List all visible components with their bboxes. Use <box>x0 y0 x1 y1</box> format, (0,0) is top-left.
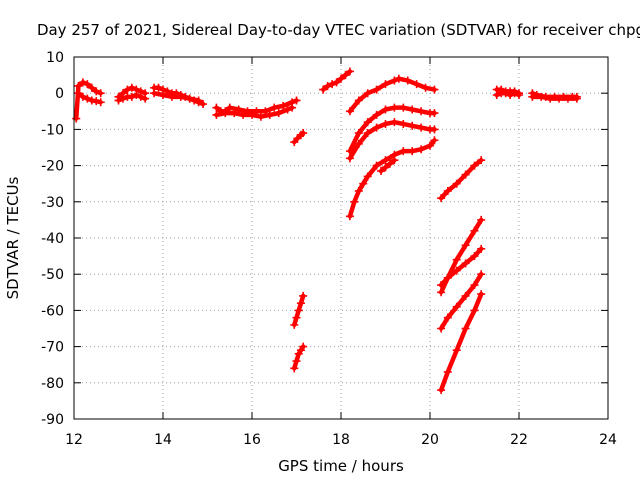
x-tick-label: 18 <box>332 432 350 448</box>
data-trace <box>463 282 477 299</box>
data-point <box>96 98 105 107</box>
y-tick-label: -40 <box>41 231 64 247</box>
y-tick-label: 10 <box>46 50 64 66</box>
x-tick-label: 12 <box>65 432 83 448</box>
data-series <box>290 291 308 329</box>
data-trace <box>472 246 484 259</box>
data-series <box>114 83 150 101</box>
data-series <box>528 92 581 103</box>
data-point <box>299 342 308 351</box>
data-series <box>437 270 486 333</box>
y-tick-label: -70 <box>41 340 64 356</box>
data-series <box>437 290 486 395</box>
data-trace <box>347 130 362 154</box>
data-point <box>194 96 203 105</box>
data-trace <box>472 291 484 313</box>
data-point <box>477 270 486 279</box>
data-series <box>345 74 439 116</box>
data-trace <box>356 119 370 136</box>
data-series <box>290 342 308 373</box>
data-trace <box>445 347 459 375</box>
data-series <box>150 89 203 105</box>
data-point <box>199 100 208 109</box>
data-trace <box>347 98 362 114</box>
data-point <box>477 156 486 165</box>
y-tick-label: 0 <box>55 86 64 102</box>
y-tick-label: -10 <box>41 122 64 138</box>
data-series <box>437 156 486 203</box>
data-series <box>74 89 105 107</box>
data-point <box>477 290 486 299</box>
x-axis-label: GPS time / hours <box>278 457 404 475</box>
y-tick-label: -50 <box>41 267 64 283</box>
data-point <box>477 215 486 224</box>
x-tick-label: 16 <box>243 432 261 448</box>
data-point <box>292 96 301 105</box>
data-point <box>299 129 308 138</box>
y-tick-label: -30 <box>41 195 64 211</box>
data-point <box>96 89 105 98</box>
data-trace <box>472 157 484 168</box>
data-trace <box>454 242 468 262</box>
data-point <box>430 85 439 94</box>
data-series <box>345 118 439 163</box>
y-tick-label: -20 <box>41 159 64 175</box>
y-tick-label: -90 <box>41 412 64 428</box>
data-series <box>290 129 308 147</box>
data-point <box>572 94 581 103</box>
data-points <box>72 67 581 395</box>
data-trace <box>463 228 477 248</box>
data-point <box>299 291 308 300</box>
data-series <box>114 91 150 105</box>
data-series <box>492 89 523 100</box>
plot-frame <box>73 56 609 420</box>
data-point <box>515 91 523 100</box>
data-trace <box>438 369 451 393</box>
data-trace <box>347 141 362 161</box>
data-series <box>319 67 354 94</box>
data-point <box>141 94 150 103</box>
data-trace <box>463 308 477 331</box>
data-trace <box>454 293 468 310</box>
data-series <box>212 96 301 116</box>
data-point <box>430 136 439 145</box>
y-tick-label: -60 <box>41 303 64 319</box>
x-axis-ticks: 12 14 16 18 20 22 24 <box>65 57 617 448</box>
data-point <box>477 244 486 253</box>
data-point <box>430 125 439 134</box>
data-trace <box>472 271 484 288</box>
data-trace <box>472 217 484 234</box>
data-series <box>345 103 439 156</box>
data-point <box>345 67 354 76</box>
x-tick-label: 24 <box>599 432 617 448</box>
data-trace <box>445 304 459 320</box>
data-series <box>212 103 297 121</box>
y-axis-label: SDTVAR / TECUs <box>4 176 22 299</box>
x-tick-label: 22 <box>510 432 528 448</box>
data-series <box>345 136 439 221</box>
grid-lines <box>74 57 608 419</box>
x-tick-label: 20 <box>421 432 439 448</box>
chart-title: Day 257 of 2021, Sidereal Day-to-day VTE… <box>37 21 640 39</box>
data-point <box>430 109 439 118</box>
data-point <box>390 156 399 165</box>
y-tick-label: -80 <box>41 376 64 392</box>
data-series <box>377 156 399 176</box>
data-trace <box>356 130 370 147</box>
y-axis-ticks: 10 0 -10 -20 -30 -40 -50 -60 -70 -80 -90 <box>41 50 608 428</box>
data-point <box>288 103 297 112</box>
x-tick-label: 14 <box>154 432 172 448</box>
data-series <box>437 244 486 290</box>
data-trace <box>454 326 468 353</box>
data-trace <box>365 163 379 179</box>
